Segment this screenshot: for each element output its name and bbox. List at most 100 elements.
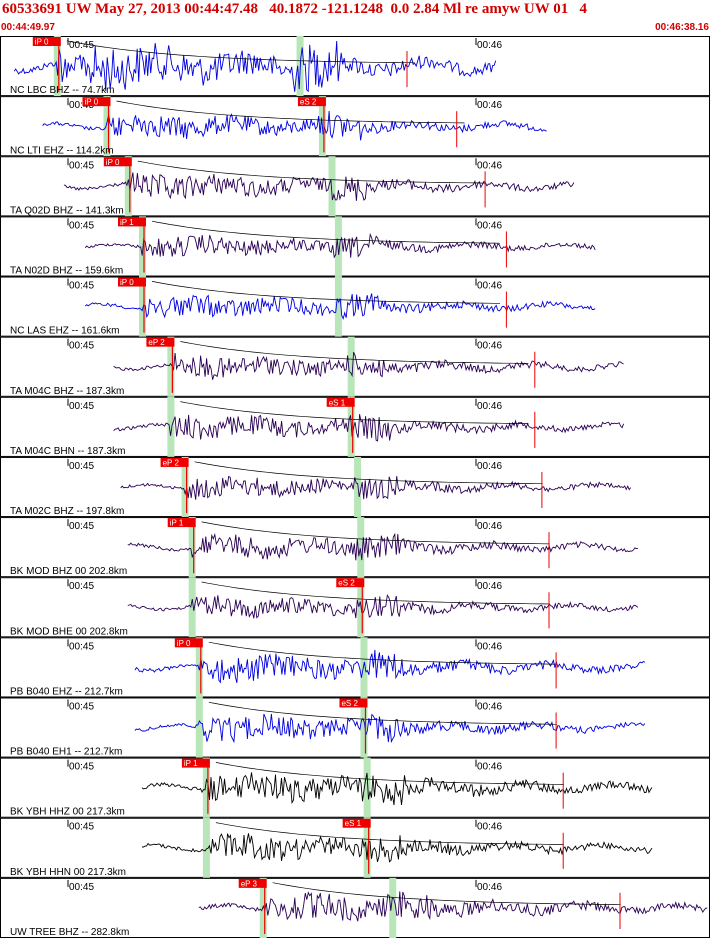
- trace-row: 00:45 00:46 eS 2 PB B040 EH1 -- 212.7km: [0, 697, 710, 758]
- pick-marker: [32, 37, 61, 46]
- station-label: PB B040 EH1 -- 212.7km: [10, 747, 122, 758]
- p-arrival-band: [167, 396, 175, 457]
- trace-row: 00:45 00:46 iP 0 TA Q02D BHZ -- 141.3km: [0, 156, 710, 217]
- trace-row: 00:45 00:46 iP 0 NC LBC BHZ -- 74.7km: [0, 36, 710, 97]
- station-label: BK YBH HHN 00 217.3km: [10, 867, 126, 878]
- p-arrival-band: [103, 96, 111, 157]
- coda-curve: [137, 160, 486, 184]
- trace-row: 00:45 00:46 iP 1 BK MOD BHZ 00 202.8km: [0, 517, 710, 578]
- window-end-time: 00:46:38.16: [655, 22, 709, 33]
- coda-curve: [208, 641, 557, 665]
- tick-label: 00:45: [69, 341, 94, 352]
- trace-row: 00:45 00:46 eP 3 UW TREE BHZ -- 282.8km: [0, 877, 710, 938]
- tick-label: 00:46: [477, 882, 502, 893]
- trace-row: 00:45 00:46 iP 1 TA N02D BHZ -- 159.6km: [0, 216, 710, 277]
- seismogram-trace: [113, 414, 625, 442]
- coda-curve: [215, 822, 564, 845]
- p-arrival-band: [188, 517, 196, 578]
- trace-row: 00:45 00:46 iP 0 eS 2 NC LTI EHZ -- 114.2km: [0, 96, 710, 157]
- s-arrival-band: [334, 216, 342, 277]
- pick-label: iP 0: [85, 98, 99, 107]
- station-label: NC LAS EHZ -- 161.6km: [10, 326, 119, 337]
- coda-curve: [151, 281, 500, 304]
- station-label: NC LTI EHZ -- 114.2km: [10, 145, 114, 156]
- pick-label: iP 0: [106, 158, 120, 167]
- s-arrival-band: [363, 757, 371, 818]
- pick-label: iP 0: [177, 639, 191, 648]
- coda-curve: [180, 401, 529, 424]
- trace-row: 00:45 00:46 eS 1 BK YBH HHN 00 217.3km: [0, 817, 710, 878]
- event-title: 60533691 UW May 27, 2013 00:44:47.48 40.…: [2, 1, 587, 17]
- tick-label: 00:45: [69, 701, 94, 712]
- trace-row: 00:45 00:46 eS 2 BK MOD BHE 00 202.8km: [0, 577, 710, 638]
- p-arrival-band: [139, 276, 146, 337]
- station-label: UW TREE BHZ -- 282.8km: [10, 927, 129, 938]
- coda-curve: [215, 762, 564, 785]
- p-arrival-band: [259, 877, 267, 938]
- tick-label: 00:45: [69, 160, 94, 171]
- pick-marker: [82, 97, 111, 107]
- s-arrival-band: [347, 336, 355, 397]
- seismogram-trace: [84, 293, 596, 320]
- tick-label: 00:46: [477, 401, 502, 412]
- seismogram-trace: [84, 232, 596, 259]
- s-arrival-band: [360, 637, 368, 698]
- seismogram-trace: [42, 110, 547, 141]
- tick-label: 00:45: [69, 521, 94, 532]
- seismogram-trace: [141, 772, 653, 806]
- tick-label: 00:46: [477, 40, 502, 51]
- pick-marker: [342, 818, 371, 828]
- p-arrival-band: [124, 156, 132, 217]
- pick-marker: [118, 277, 146, 287]
- pick-marker: [167, 518, 196, 528]
- pick-marker: [339, 698, 368, 708]
- pick-label: iP 0: [35, 38, 49, 47]
- tick-label: 00:46: [477, 581, 502, 592]
- tick-label: 00:46: [477, 160, 502, 171]
- tick-label: 00:45: [69, 641, 94, 652]
- s-arrival-band: [389, 877, 397, 938]
- pick-label: eS 1: [329, 398, 346, 407]
- pick-label: iP 1: [170, 519, 184, 528]
- p-arrival-band: [181, 456, 189, 518]
- station-label: TA M04C BHN -- 187.3km: [10, 446, 125, 457]
- seismogram-trace: [134, 649, 646, 684]
- seismogram-trace: [127, 532, 638, 561]
- tick-label: 00:46: [477, 220, 502, 231]
- station-label: TA Q02D BHZ -- 141.3km: [10, 205, 124, 216]
- coda-curve: [180, 341, 529, 364]
- station-label: PB B040 EHZ -- 212.7km: [10, 686, 123, 697]
- pick-label: eP 3: [241, 879, 258, 888]
- tick-label: 00:45: [69, 100, 94, 111]
- coda-curve: [151, 220, 501, 244]
- pick-label: iP 1: [120, 218, 134, 227]
- tick-label: 00:45: [69, 882, 94, 893]
- trace-row: 00:45 00:46 eP 2 TA M04C BHZ -- 187.3km: [0, 336, 710, 397]
- p-arrival-band: [167, 336, 175, 397]
- seismogram-trace: [134, 713, 646, 744]
- s-arrival-band: [334, 276, 342, 337]
- pick-marker: [103, 157, 132, 167]
- pick-marker: [118, 217, 146, 227]
- tick-label: 00:45: [69, 401, 94, 412]
- tick-label: 00:45: [69, 220, 94, 231]
- coda-curve: [116, 100, 465, 124]
- pick-label: iP 0: [120, 278, 134, 287]
- tick-label: 00:45: [69, 762, 94, 773]
- waveform-panel[interactable]: 00:45 00:46 iP 0 NC LBC BHZ -- 74.7km 00:45 0…: [0, 36, 710, 938]
- tick-label: 00:46: [477, 281, 502, 292]
- pick-label: eP 2: [163, 458, 180, 467]
- trace-row: 00:45 00:46 iP 1 BK YBH HHZ 00 217.3km: [0, 757, 710, 818]
- seismogram-trace: [198, 891, 708, 922]
- trace-row: 00:45 00:46 iP 0 PB B040 EHZ -- 212.7km: [0, 637, 710, 698]
- coda-curve: [194, 461, 543, 485]
- seismogram-trace: [113, 352, 624, 380]
- p-arrival-band: [53, 36, 61, 97]
- seismogram-trace: [63, 172, 575, 201]
- pick-marker: [181, 758, 210, 768]
- p-arrival-band: [195, 697, 203, 758]
- tick-label: 00:45: [69, 822, 94, 833]
- trace-row: 00:45 00:46 iP 0 NC LAS EHZ -- 161.6km: [0, 276, 710, 337]
- tick-label: 00:46: [477, 521, 502, 532]
